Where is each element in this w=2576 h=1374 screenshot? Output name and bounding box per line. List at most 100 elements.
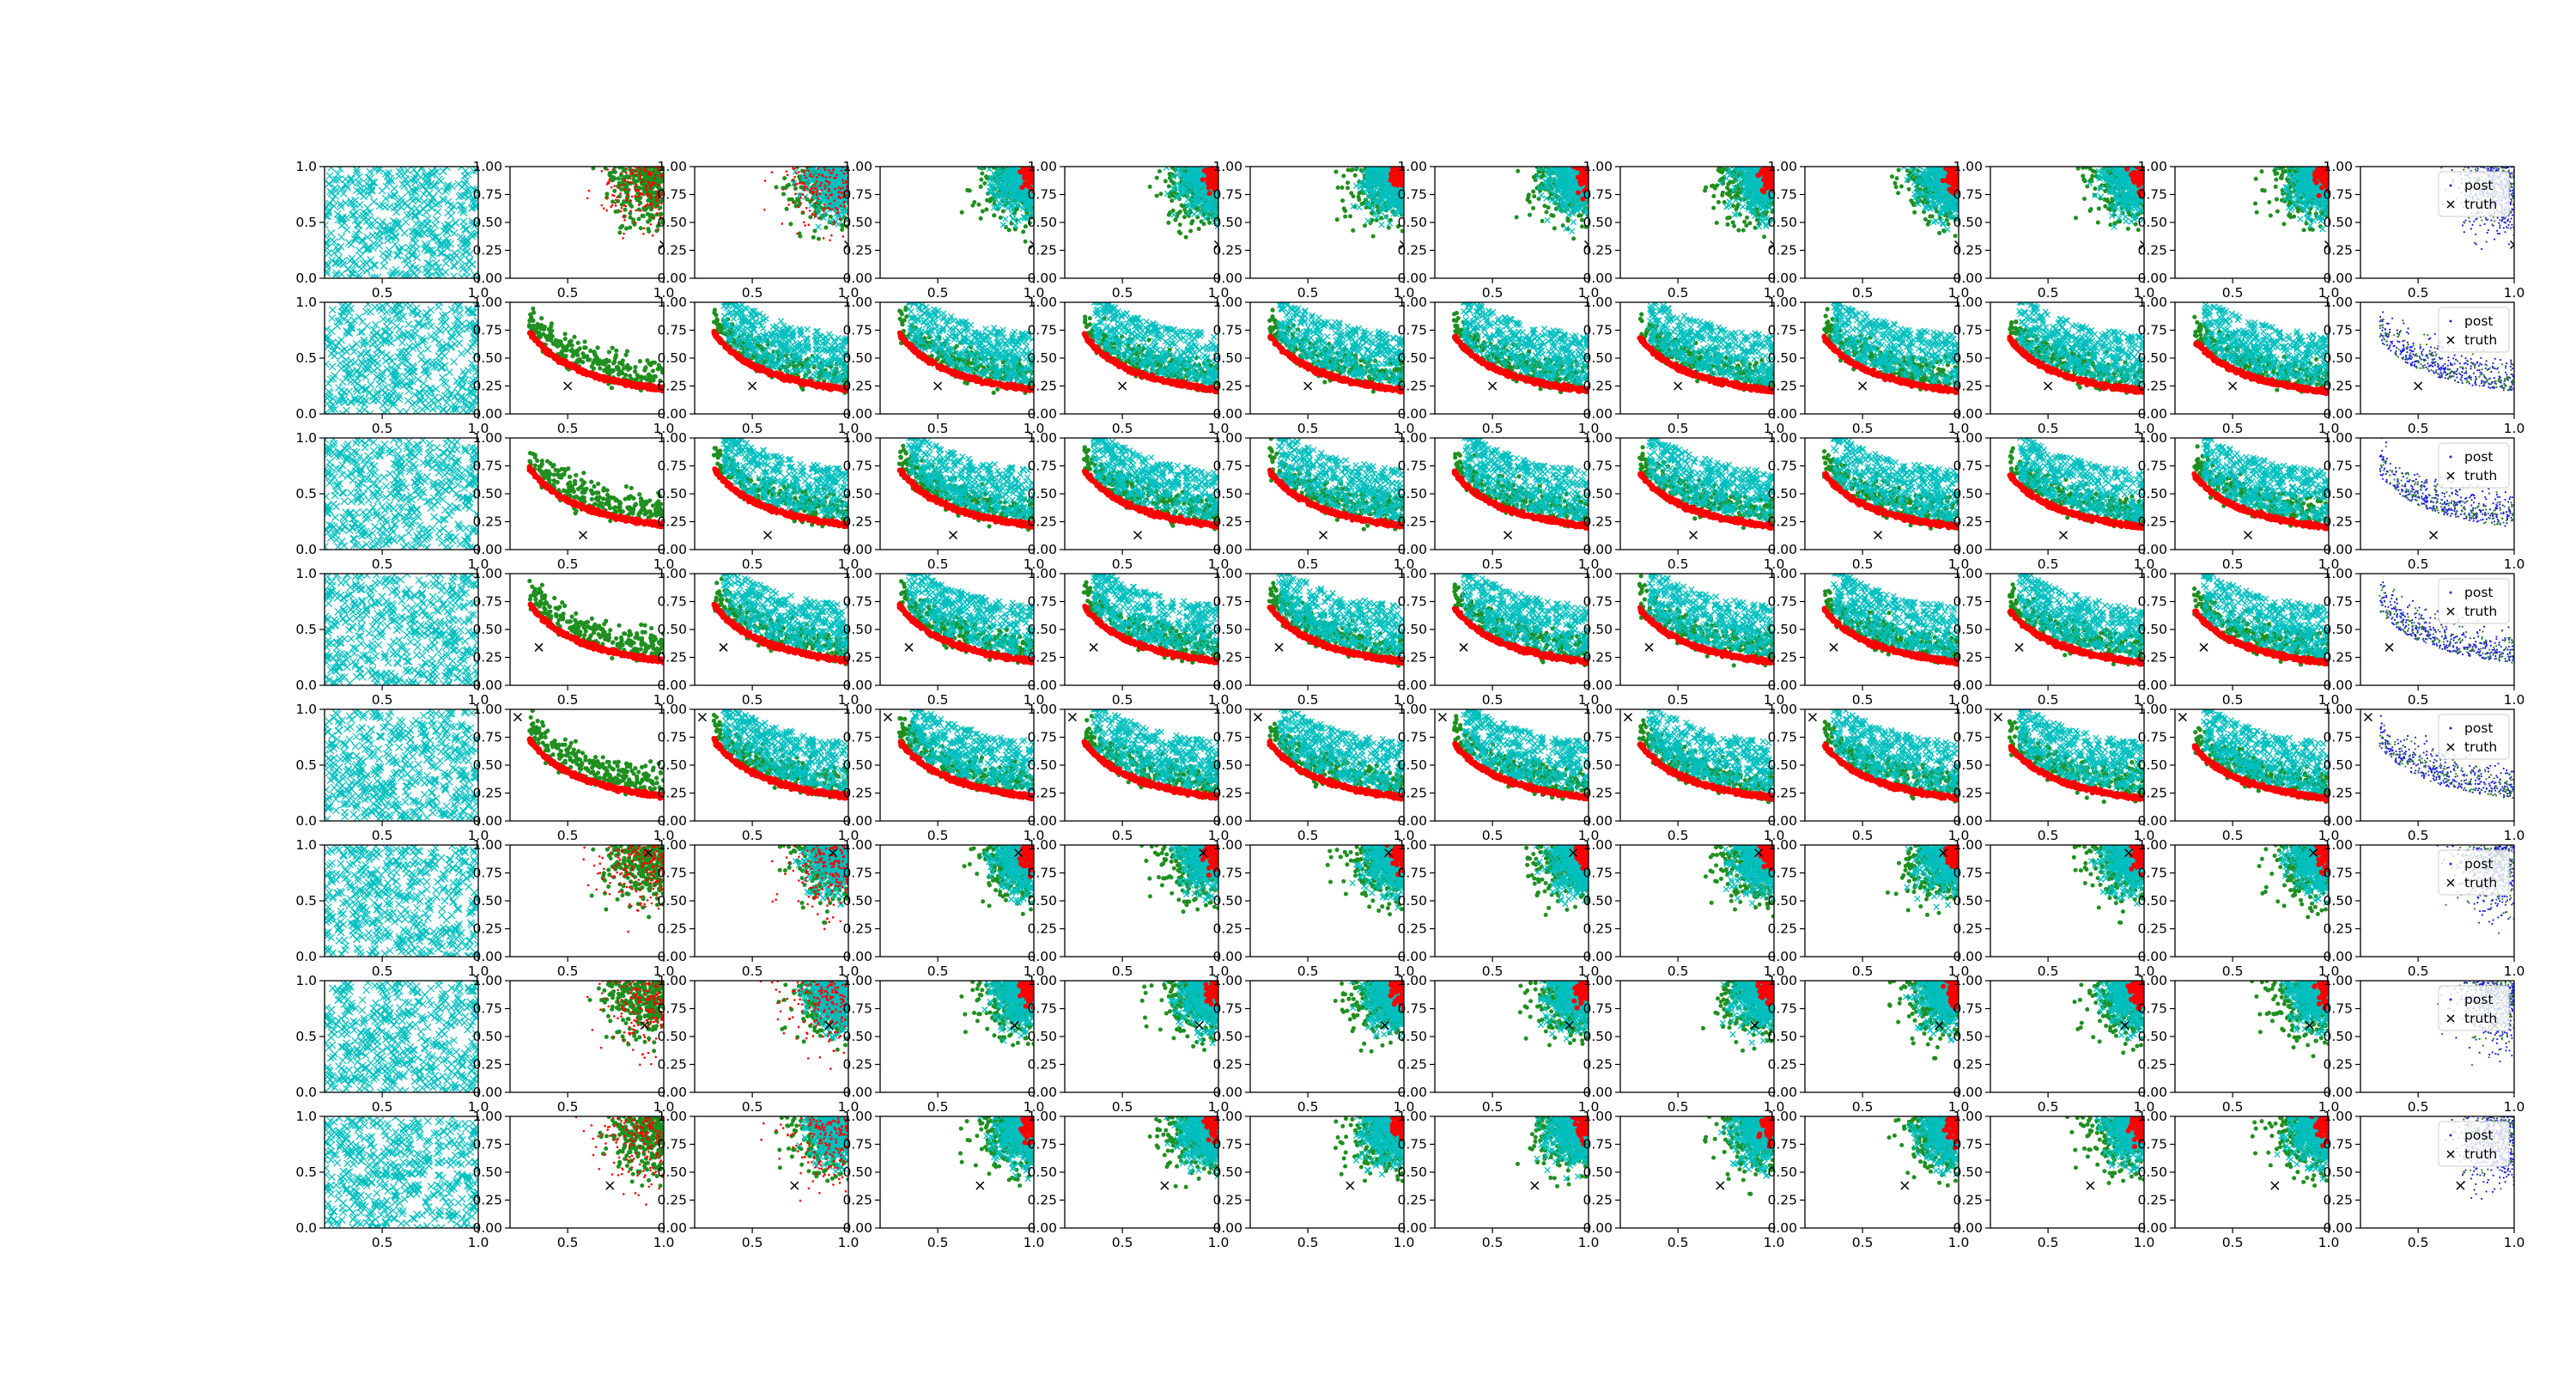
- x-tick-label: 0.5: [2408, 1235, 2429, 1250]
- plot-area: [712, 571, 851, 666]
- y-tick-label: 1.0: [295, 159, 317, 174]
- x-tick-label: 0.5: [1297, 692, 1319, 708]
- truth-marker: [1161, 1182, 1169, 1189]
- y-tick-label: 0.00: [1212, 406, 1242, 422]
- x-tick-label: 0.5: [372, 964, 393, 979]
- legend-truth-label: truth: [2464, 604, 2497, 619]
- y-tick-label: 0.75: [2137, 594, 2167, 610]
- y-tick-label: 0.25: [842, 921, 872, 937]
- y-tick-label: 0.50: [1953, 893, 1983, 909]
- y-tick-label: 0.25: [1397, 786, 1427, 801]
- y-tick-label: 0.50: [1953, 1029, 1983, 1044]
- y-tick-label: 1.00: [472, 295, 502, 310]
- x-tick-label: 0.5: [1668, 1235, 1689, 1250]
- y-tick-label: 0.50: [472, 215, 502, 230]
- y-tick-label: 0.75: [1397, 323, 1427, 338]
- y-tick-label: 0.75: [1953, 730, 1983, 745]
- y-tick-label: 0.00: [842, 678, 872, 693]
- y-tick-label: 0.75: [1027, 187, 1057, 203]
- y-tick-label: 1.00: [1953, 837, 1983, 853]
- subplot-r4-c5: 0.5 1.00.000.250.500.751.00: [1027, 566, 1229, 708]
- y-tick-label: 0.00: [842, 949, 872, 964]
- cyan-samples: [1091, 571, 1221, 655]
- legend-post-label: post: [2464, 720, 2493, 736]
- y-tick-label: 0.50: [657, 350, 687, 366]
- x-tick-label: 1.0: [468, 1235, 489, 1250]
- x-tick-label: 0.5: [557, 1235, 579, 1250]
- x-tick-label: 0.5: [742, 692, 763, 708]
- subplot-r8-c3: 0.5 1.00.000.250.500.751.00: [657, 1109, 859, 1250]
- x-tick-label: 0.5: [372, 1099, 393, 1115]
- y-tick-label: 0.00: [2137, 542, 2167, 557]
- y-tick-label: 0.25: [1027, 650, 1057, 666]
- y-tick-label: 1.00: [1953, 159, 1983, 174]
- truth-marker: [2364, 714, 2372, 721]
- subplot-r8-c4: 0.5 1.00.000.250.500.751.00: [842, 1109, 1044, 1250]
- plot-area: [1637, 300, 1777, 395]
- y-tick-label: 0.00: [1767, 813, 1797, 829]
- plot-area: [1808, 707, 1960, 804]
- y-tick-label: 0.00: [2323, 1220, 2353, 1236]
- truth-marker: [2060, 532, 2068, 539]
- y-tick-label: 0.00: [657, 1085, 687, 1100]
- subplot-r3-c3: 0.5 1.00.000.250.500.751.00: [657, 430, 859, 572]
- subplot-r5-c1: 0.5 1.00.00.51.0: [295, 702, 489, 843]
- y-tick-label: 0.50: [1212, 1029, 1242, 1044]
- x-tick-label: 0.5: [1297, 285, 1319, 301]
- cyan-samples: [1276, 571, 1406, 657]
- truth-marker: [791, 1182, 799, 1189]
- subplot-r7-c11: 0.5 1.00.000.250.500.751.00: [2137, 973, 2339, 1115]
- y-tick-label: 0.50: [842, 893, 872, 909]
- y-tick-label: 1.00: [842, 566, 872, 581]
- y-tick-label: 0.75: [657, 1001, 687, 1017]
- subplot-r1-c1: 0.5 1.00.00.51.0: [295, 159, 489, 301]
- x-tick-label: 0.5: [557, 964, 579, 979]
- x-tick-label: 0.5: [2222, 692, 2244, 708]
- cyan-samples: [2016, 435, 2147, 523]
- y-tick-label: 0.75: [1583, 594, 1613, 610]
- y-tick-label: 0.25: [2323, 1193, 2353, 1208]
- x-tick-label: 1.0: [1024, 1235, 1045, 1250]
- y-tick-label: 1.00: [657, 702, 687, 717]
- x-tick-label: 0.5: [372, 285, 393, 301]
- y-tick-label: 0.50: [657, 486, 687, 502]
- x-tick-label: 0.5: [1482, 556, 1504, 572]
- y-tick-label: 0.75: [2137, 187, 2167, 203]
- y-tick-label: 0.75: [1027, 866, 1057, 881]
- x-tick-label: 0.5: [372, 556, 393, 572]
- plot-area: [959, 978, 1036, 1048]
- subplot-r6-c1: 0.5 1.00.00.51.0: [295, 837, 489, 979]
- subplot-r5-c8: 0.5 1.00.000.250.500.751.00: [1583, 702, 1784, 843]
- x-tick-label: 0.5: [1112, 421, 1133, 436]
- y-tick-label: 0.25: [472, 650, 502, 666]
- plot-area: [1334, 1114, 1406, 1189]
- cyan-samples: [1646, 707, 1776, 793]
- truth-marker: [2200, 643, 2208, 651]
- y-tick-label: 0.75: [657, 730, 687, 745]
- y-tick-label: 0.25: [657, 786, 687, 801]
- y-tick-label: 0.50: [2323, 350, 2353, 366]
- y-tick-label: 1.00: [1767, 973, 1797, 988]
- x-tick-label: 0.5: [742, 421, 763, 436]
- y-tick-label: 0.00: [1767, 1085, 1797, 1100]
- y-tick-label: 1.00: [1953, 973, 1983, 988]
- subplot-r8-c10: 0.5 1.00.000.250.500.751.00: [1953, 1109, 2154, 1250]
- plot-area: [1624, 707, 1776, 805]
- y-tick-label: 0.75: [1953, 1137, 1983, 1152]
- y-tick-label: 1.00: [1583, 1109, 1613, 1124]
- subplot-r6-c11: 0.5 1.00.000.250.500.751.00: [2137, 837, 2339, 979]
- x-tick-label: 1.0: [2134, 1235, 2155, 1250]
- truth-marker: [2430, 532, 2438, 539]
- y-tick-label: 1.00: [2137, 566, 2167, 581]
- y-tick-label: 0.75: [1212, 730, 1242, 745]
- plot-area: [1082, 571, 1221, 666]
- legend-post-label: post: [2464, 449, 2493, 465]
- y-tick-label: 0.75: [657, 594, 687, 610]
- y-tick-label: 0.00: [1583, 271, 1613, 286]
- y-tick-label: 0.25: [1397, 243, 1427, 258]
- subplot-r4-c7: 0.5 1.00.000.250.500.751.00: [1397, 566, 1599, 708]
- plot-area: [321, 1114, 482, 1231]
- plot-area: [884, 707, 1036, 802]
- y-tick-label: 0.25: [1953, 1057, 1983, 1073]
